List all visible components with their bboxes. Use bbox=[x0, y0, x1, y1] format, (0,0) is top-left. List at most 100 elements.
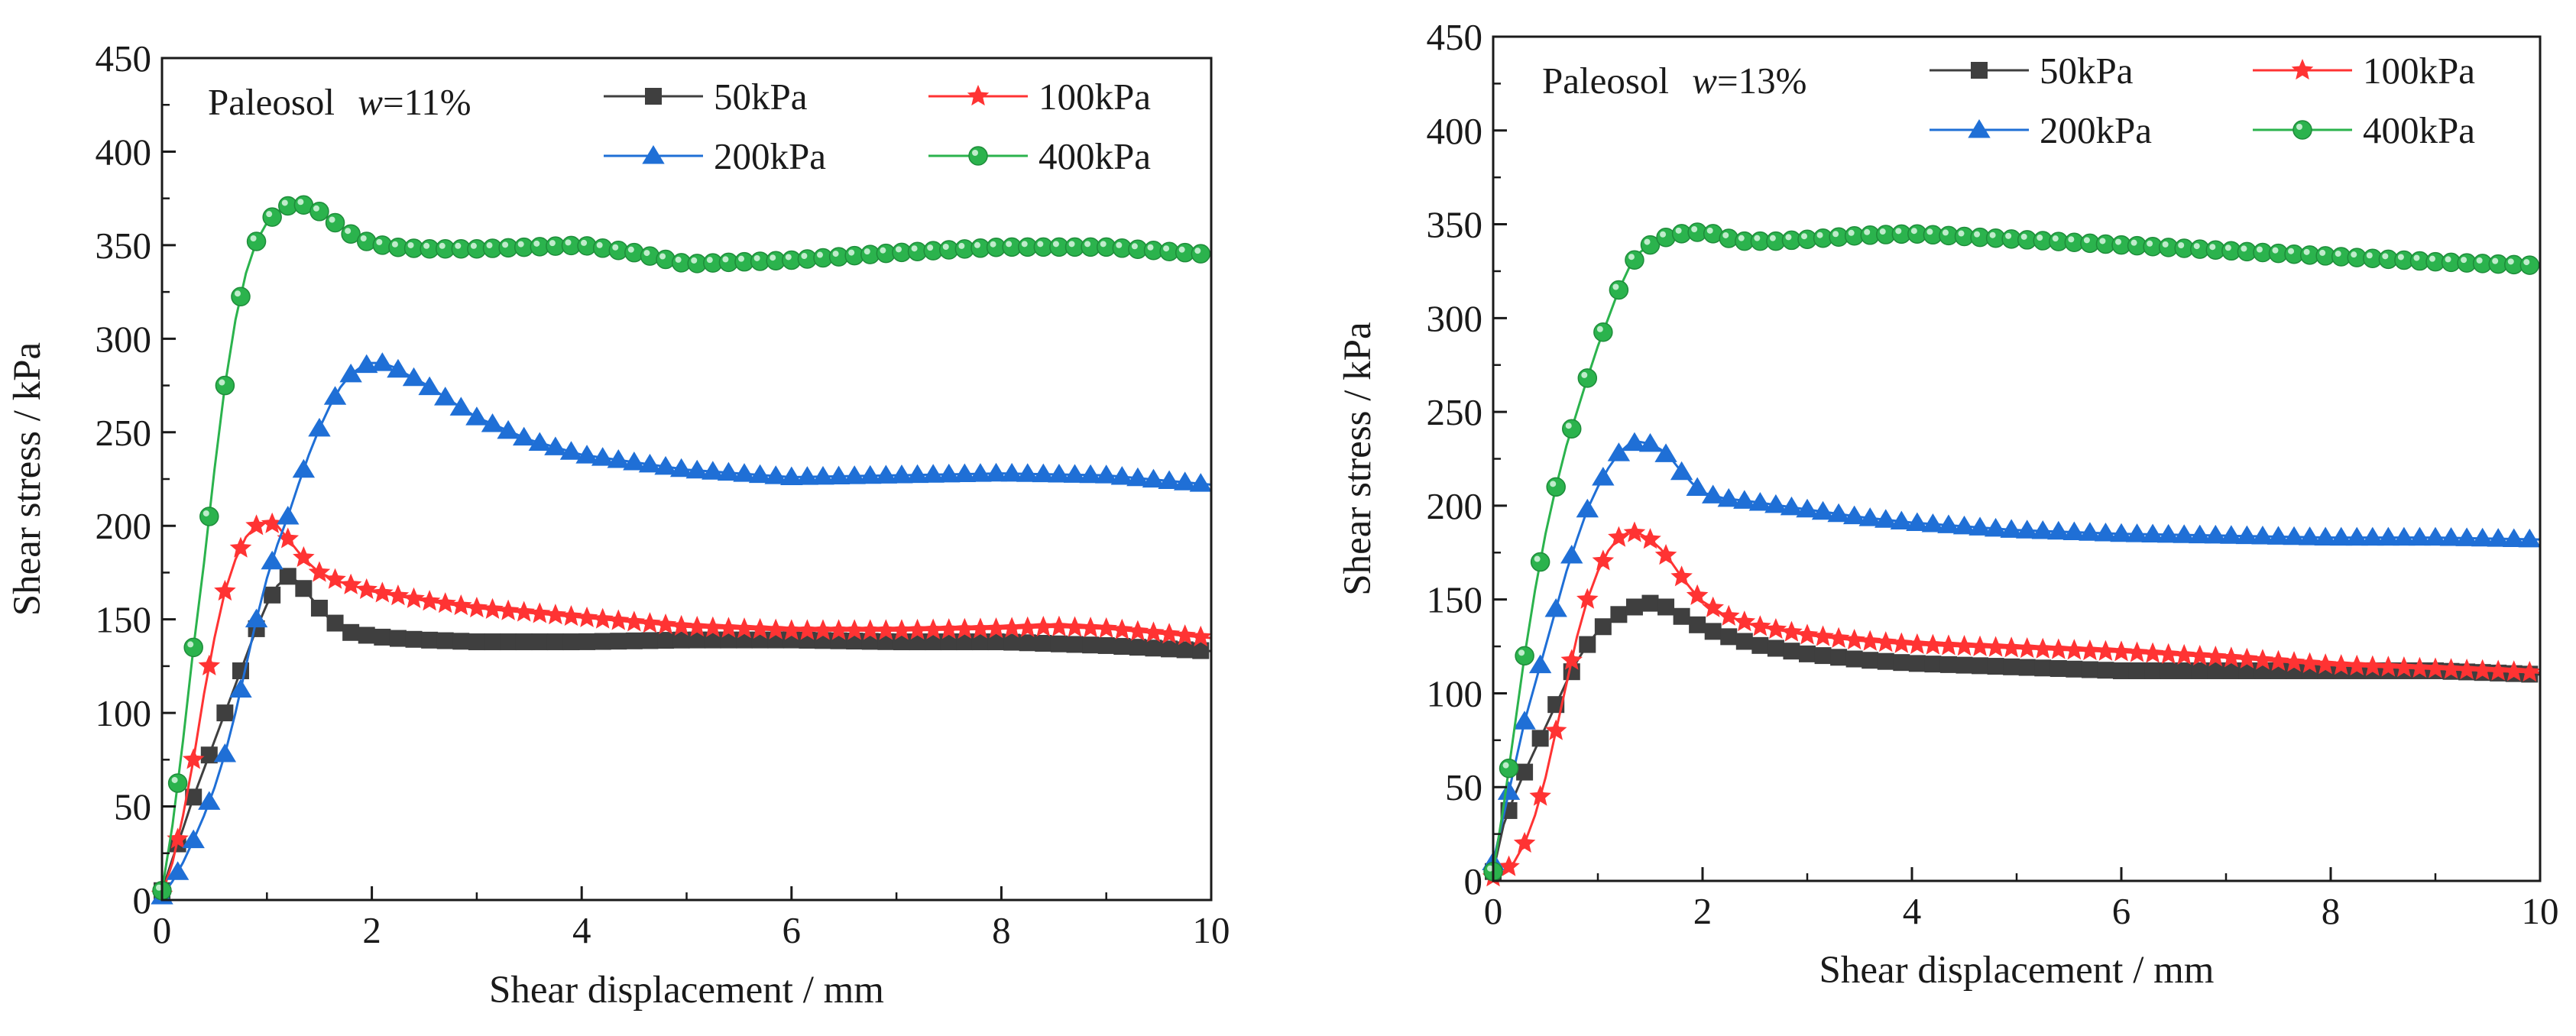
data-point-50kPa bbox=[1987, 658, 2004, 675]
data-point-400kPa-highlight bbox=[502, 241, 509, 248]
data-point-400kPa-highlight bbox=[1037, 241, 1044, 248]
data-point-400kPa-highlight bbox=[2335, 251, 2341, 257]
data-point-400kPa-highlight bbox=[706, 257, 713, 264]
data-point-200kPa bbox=[1032, 463, 1055, 483]
data-point-50kPa bbox=[546, 633, 564, 651]
data-point-400kPa-highlight bbox=[675, 256, 682, 263]
data-point-200kPa bbox=[2330, 526, 2353, 546]
data-point-50kPa bbox=[200, 746, 218, 764]
data-point-200kPa bbox=[2298, 526, 2322, 546]
data-point-100kPa bbox=[1686, 584, 1709, 605]
data-point-400kPa-highlight bbox=[1021, 241, 1028, 248]
data-point-100kPa bbox=[2016, 637, 2038, 659]
data-point-400kPa-highlight bbox=[2005, 232, 2012, 239]
data-point-50kPa bbox=[1814, 647, 1832, 665]
data-point-100kPa bbox=[2189, 644, 2211, 666]
chart-panel-right: 0 50 100 150 200 250 300 350 400 450 0 2 4 6 8 10 Shear … bbox=[1337, 16, 2559, 992]
data-point-200kPa bbox=[2173, 524, 2195, 543]
data-point-200kPa bbox=[2189, 524, 2211, 544]
data-point-50kPa bbox=[1625, 598, 1643, 616]
data-point-100kPa bbox=[481, 597, 504, 619]
data-point-200kPa bbox=[1686, 477, 1709, 497]
data-point-100kPa bbox=[497, 599, 520, 620]
data-point-100kPa bbox=[1654, 543, 1677, 565]
data-point-400kPa bbox=[1593, 322, 1613, 342]
data-point-100kPa bbox=[749, 617, 771, 639]
data-point-50kPa bbox=[2081, 661, 2098, 678]
data-point-100kPa bbox=[922, 618, 945, 639]
y-tick-label: 300 bbox=[96, 318, 152, 360]
data-point-400kPa-highlight bbox=[2413, 254, 2420, 261]
data-point-400kPa-highlight bbox=[832, 251, 839, 257]
data-point-100kPa bbox=[2440, 658, 2462, 679]
data-point-400kPa-highlight bbox=[345, 228, 352, 235]
data-point-50kPa bbox=[389, 630, 407, 647]
data-point-200kPa bbox=[449, 397, 473, 416]
data-point-100kPa bbox=[2267, 649, 2289, 671]
data-point-400kPa-highlight bbox=[643, 250, 650, 257]
data-point-50kPa bbox=[562, 633, 580, 651]
data-point-50kPa bbox=[594, 633, 611, 650]
data-point-100kPa bbox=[1079, 617, 1102, 638]
data-point-400kPa-highlight bbox=[1910, 228, 1917, 235]
data-point-400kPa-highlight bbox=[1052, 241, 1059, 248]
data-point-400kPa-highlight bbox=[2241, 245, 2247, 252]
data-point-50kPa bbox=[185, 788, 203, 806]
data-point-400kPa-highlight bbox=[2147, 240, 2153, 247]
y-tick-label: 300 bbox=[1427, 297, 1483, 339]
data-point-400kPa-highlight bbox=[911, 245, 918, 252]
data-point-400kPa-highlight bbox=[297, 199, 304, 206]
data-point-200kPa bbox=[827, 465, 851, 484]
data-point-400kPa-highlight bbox=[1864, 228, 1871, 235]
data-point-100kPa bbox=[371, 581, 394, 603]
data-point-200kPa bbox=[1063, 464, 1087, 483]
data-point-200kPa bbox=[2455, 527, 2478, 546]
data-point-200kPa bbox=[1858, 507, 1881, 526]
data-point-200kPa bbox=[2235, 525, 2259, 545]
data-point-50kPa bbox=[1720, 628, 1738, 646]
legend-item-200kPa: 200kPa bbox=[1930, 109, 2152, 151]
data-point-200kPa bbox=[1638, 432, 1662, 452]
data-point-400kPa-highlight bbox=[1550, 481, 1557, 487]
data-point-50kPa bbox=[374, 628, 391, 646]
data-point-50kPa bbox=[1767, 639, 1784, 657]
data-point-400kPa-highlight bbox=[1816, 231, 1823, 238]
data-point-50kPa bbox=[1830, 649, 1848, 666]
data-point-200kPa bbox=[843, 465, 866, 484]
data-point-50kPa bbox=[1050, 635, 1068, 652]
x-tick-label: 8 bbox=[2322, 890, 2341, 932]
data-point-400kPa-highlight bbox=[880, 247, 886, 254]
data-point-400kPa-highlight bbox=[612, 244, 619, 251]
data-point-100kPa bbox=[2487, 659, 2510, 681]
legend-label: 100kPa bbox=[2363, 50, 2475, 92]
data-point-200kPa bbox=[1142, 468, 1165, 488]
data-point-400kPa-highlight bbox=[407, 241, 414, 248]
data-point-400kPa bbox=[1577, 368, 1598, 388]
data-point-50kPa bbox=[1845, 650, 1863, 668]
data-point-100kPa bbox=[403, 587, 425, 608]
data-point-400kPa-highlight bbox=[219, 379, 225, 386]
series-200kPa bbox=[1482, 432, 2541, 870]
data-point-50kPa bbox=[1003, 633, 1021, 651]
data-point-100kPa bbox=[2409, 656, 2431, 678]
data-point-400kPa bbox=[1191, 244, 1211, 264]
data-point-100kPa bbox=[2205, 646, 2227, 667]
data-point-100kPa bbox=[1827, 626, 1850, 648]
data-point-200kPa bbox=[859, 465, 882, 484]
chart-panel-left: 0 50 100 150 200 250 300 350 400 450 0 2 4 6 8 10 Shear … bbox=[6, 37, 1230, 1012]
data-point-400kPa bbox=[1530, 552, 1550, 572]
data-point-100kPa bbox=[1560, 649, 1583, 670]
data-point-100kPa bbox=[733, 617, 756, 639]
data-point-200kPa bbox=[1544, 597, 1567, 617]
data-point-200kPa bbox=[1592, 467, 1615, 486]
data-point-200kPa bbox=[277, 505, 300, 525]
data-point-400kPa-highlight bbox=[927, 244, 934, 251]
data-point-50kPa bbox=[279, 568, 296, 585]
data-point-50kPa bbox=[1893, 654, 1910, 672]
data-point-200kPa bbox=[654, 455, 677, 475]
data-point-50kPa bbox=[971, 633, 989, 651]
data-point-200kPa bbox=[1890, 510, 1913, 530]
data-point-400kPa-highlight bbox=[2397, 254, 2404, 261]
data-point-100kPa bbox=[1032, 615, 1055, 637]
data-point-200kPa bbox=[323, 386, 347, 405]
